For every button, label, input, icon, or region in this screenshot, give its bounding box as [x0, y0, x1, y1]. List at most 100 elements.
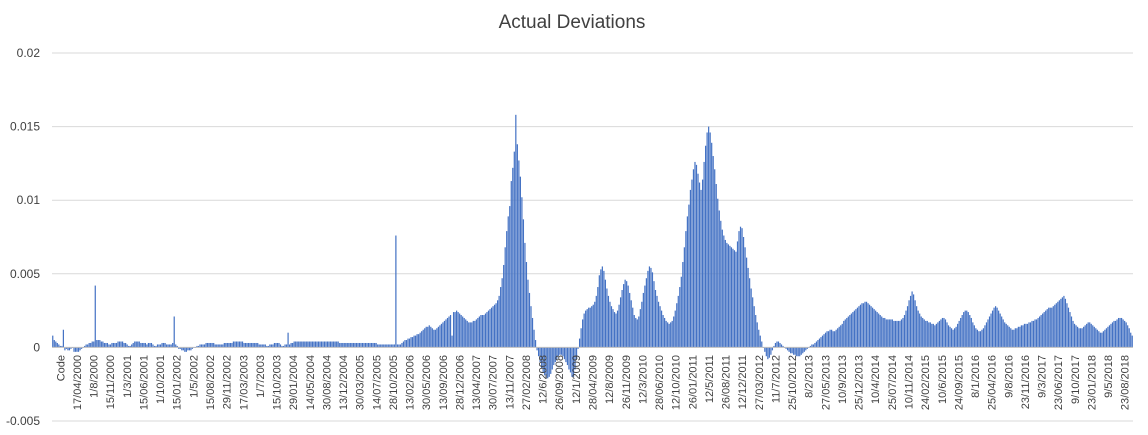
bar [220, 344, 222, 348]
bar [742, 237, 745, 348]
bar [667, 322, 669, 348]
bar [607, 295, 610, 348]
bar [384, 344, 386, 348]
bar [55, 341, 57, 348]
bar [993, 307, 995, 348]
bar [416, 334, 418, 348]
bar [393, 344, 395, 348]
x-tick-label: 15/11/2000 [105, 355, 117, 409]
bar [418, 334, 420, 348]
bar [255, 342, 257, 348]
bar [771, 347, 774, 351]
bar [263, 344, 265, 348]
bar [472, 320, 474, 348]
bar [632, 307, 634, 348]
bar [868, 304, 871, 348]
bar [909, 295, 912, 348]
bar [583, 313, 585, 348]
bar [70, 347, 72, 349]
bar [1045, 310, 1047, 348]
bar [1054, 304, 1056, 348]
bar [651, 272, 654, 348]
x-tick-label: 9/10/2017 [1070, 355, 1082, 404]
bar [1110, 323, 1112, 348]
bar [1127, 325, 1129, 348]
bar [850, 313, 852, 348]
bar [521, 197, 523, 348]
bar [727, 244, 729, 348]
bar [1019, 326, 1021, 348]
bar [1011, 329, 1013, 348]
y-axis-ticks: 0.02 0.015 0.01 0.005 0 -0.005 [6, 46, 40, 428]
bar [946, 322, 948, 348]
bar [580, 328, 582, 348]
bar [976, 329, 978, 348]
bar [823, 334, 825, 348]
bar [714, 169, 716, 348]
bar [138, 341, 140, 348]
bar [603, 270, 605, 348]
bar [544, 347, 546, 376]
bar [282, 345, 285, 348]
bar [931, 323, 933, 348]
x-tick-label: 8/1/2016 [970, 355, 982, 398]
x-tick-label: 9/5/2018 [1103, 355, 1115, 398]
bar [896, 320, 898, 348]
bar [126, 344, 128, 348]
bar [1124, 320, 1126, 348]
bar [695, 164, 698, 348]
bar [844, 319, 846, 348]
bar [957, 323, 959, 348]
bar [721, 229, 723, 348]
bar [847, 316, 849, 348]
bar [1061, 297, 1063, 348]
bar [396, 344, 399, 348]
bar [559, 347, 561, 355]
bar [732, 248, 734, 348]
bar [437, 326, 439, 348]
bar [530, 306, 532, 348]
bar [363, 342, 365, 348]
bar [267, 345, 269, 348]
bar [216, 344, 218, 348]
bar [313, 341, 315, 348]
x-tick-label: 9/3/2017 [1037, 355, 1049, 398]
bar [749, 278, 751, 348]
bar [902, 317, 904, 348]
bar [234, 341, 236, 348]
bar [782, 345, 784, 348]
bar [443, 320, 446, 348]
bar [717, 198, 719, 348]
bar [285, 344, 288, 348]
bar [937, 322, 939, 348]
x-tick-label: 14/05/2004 [305, 355, 317, 410]
bar [657, 301, 660, 348]
bar [172, 342, 174, 348]
bar [222, 344, 224, 348]
bar [176, 345, 178, 348]
bar [685, 231, 687, 348]
bar [812, 344, 815, 348]
chart-title: Actual Deviations [499, 12, 646, 33]
bar [824, 332, 827, 348]
bar [705, 145, 707, 348]
bar [832, 331, 834, 348]
bar [636, 319, 638, 348]
x-tick-label: 13/12/2004 [338, 355, 350, 410]
bar [433, 329, 435, 348]
bar [560, 347, 562, 355]
bar [489, 309, 491, 348]
bar [876, 312, 878, 348]
bar [190, 347, 192, 351]
bar [182, 347, 184, 351]
bar [156, 344, 159, 348]
bar [650, 267, 652, 348]
bar [618, 304, 620, 348]
x-tick-label: 13/09/2006 [438, 355, 450, 410]
bar [539, 347, 541, 363]
bar [706, 132, 708, 348]
bar [729, 245, 731, 348]
bar [908, 300, 910, 348]
bar [1121, 317, 1123, 348]
bar [484, 313, 487, 348]
